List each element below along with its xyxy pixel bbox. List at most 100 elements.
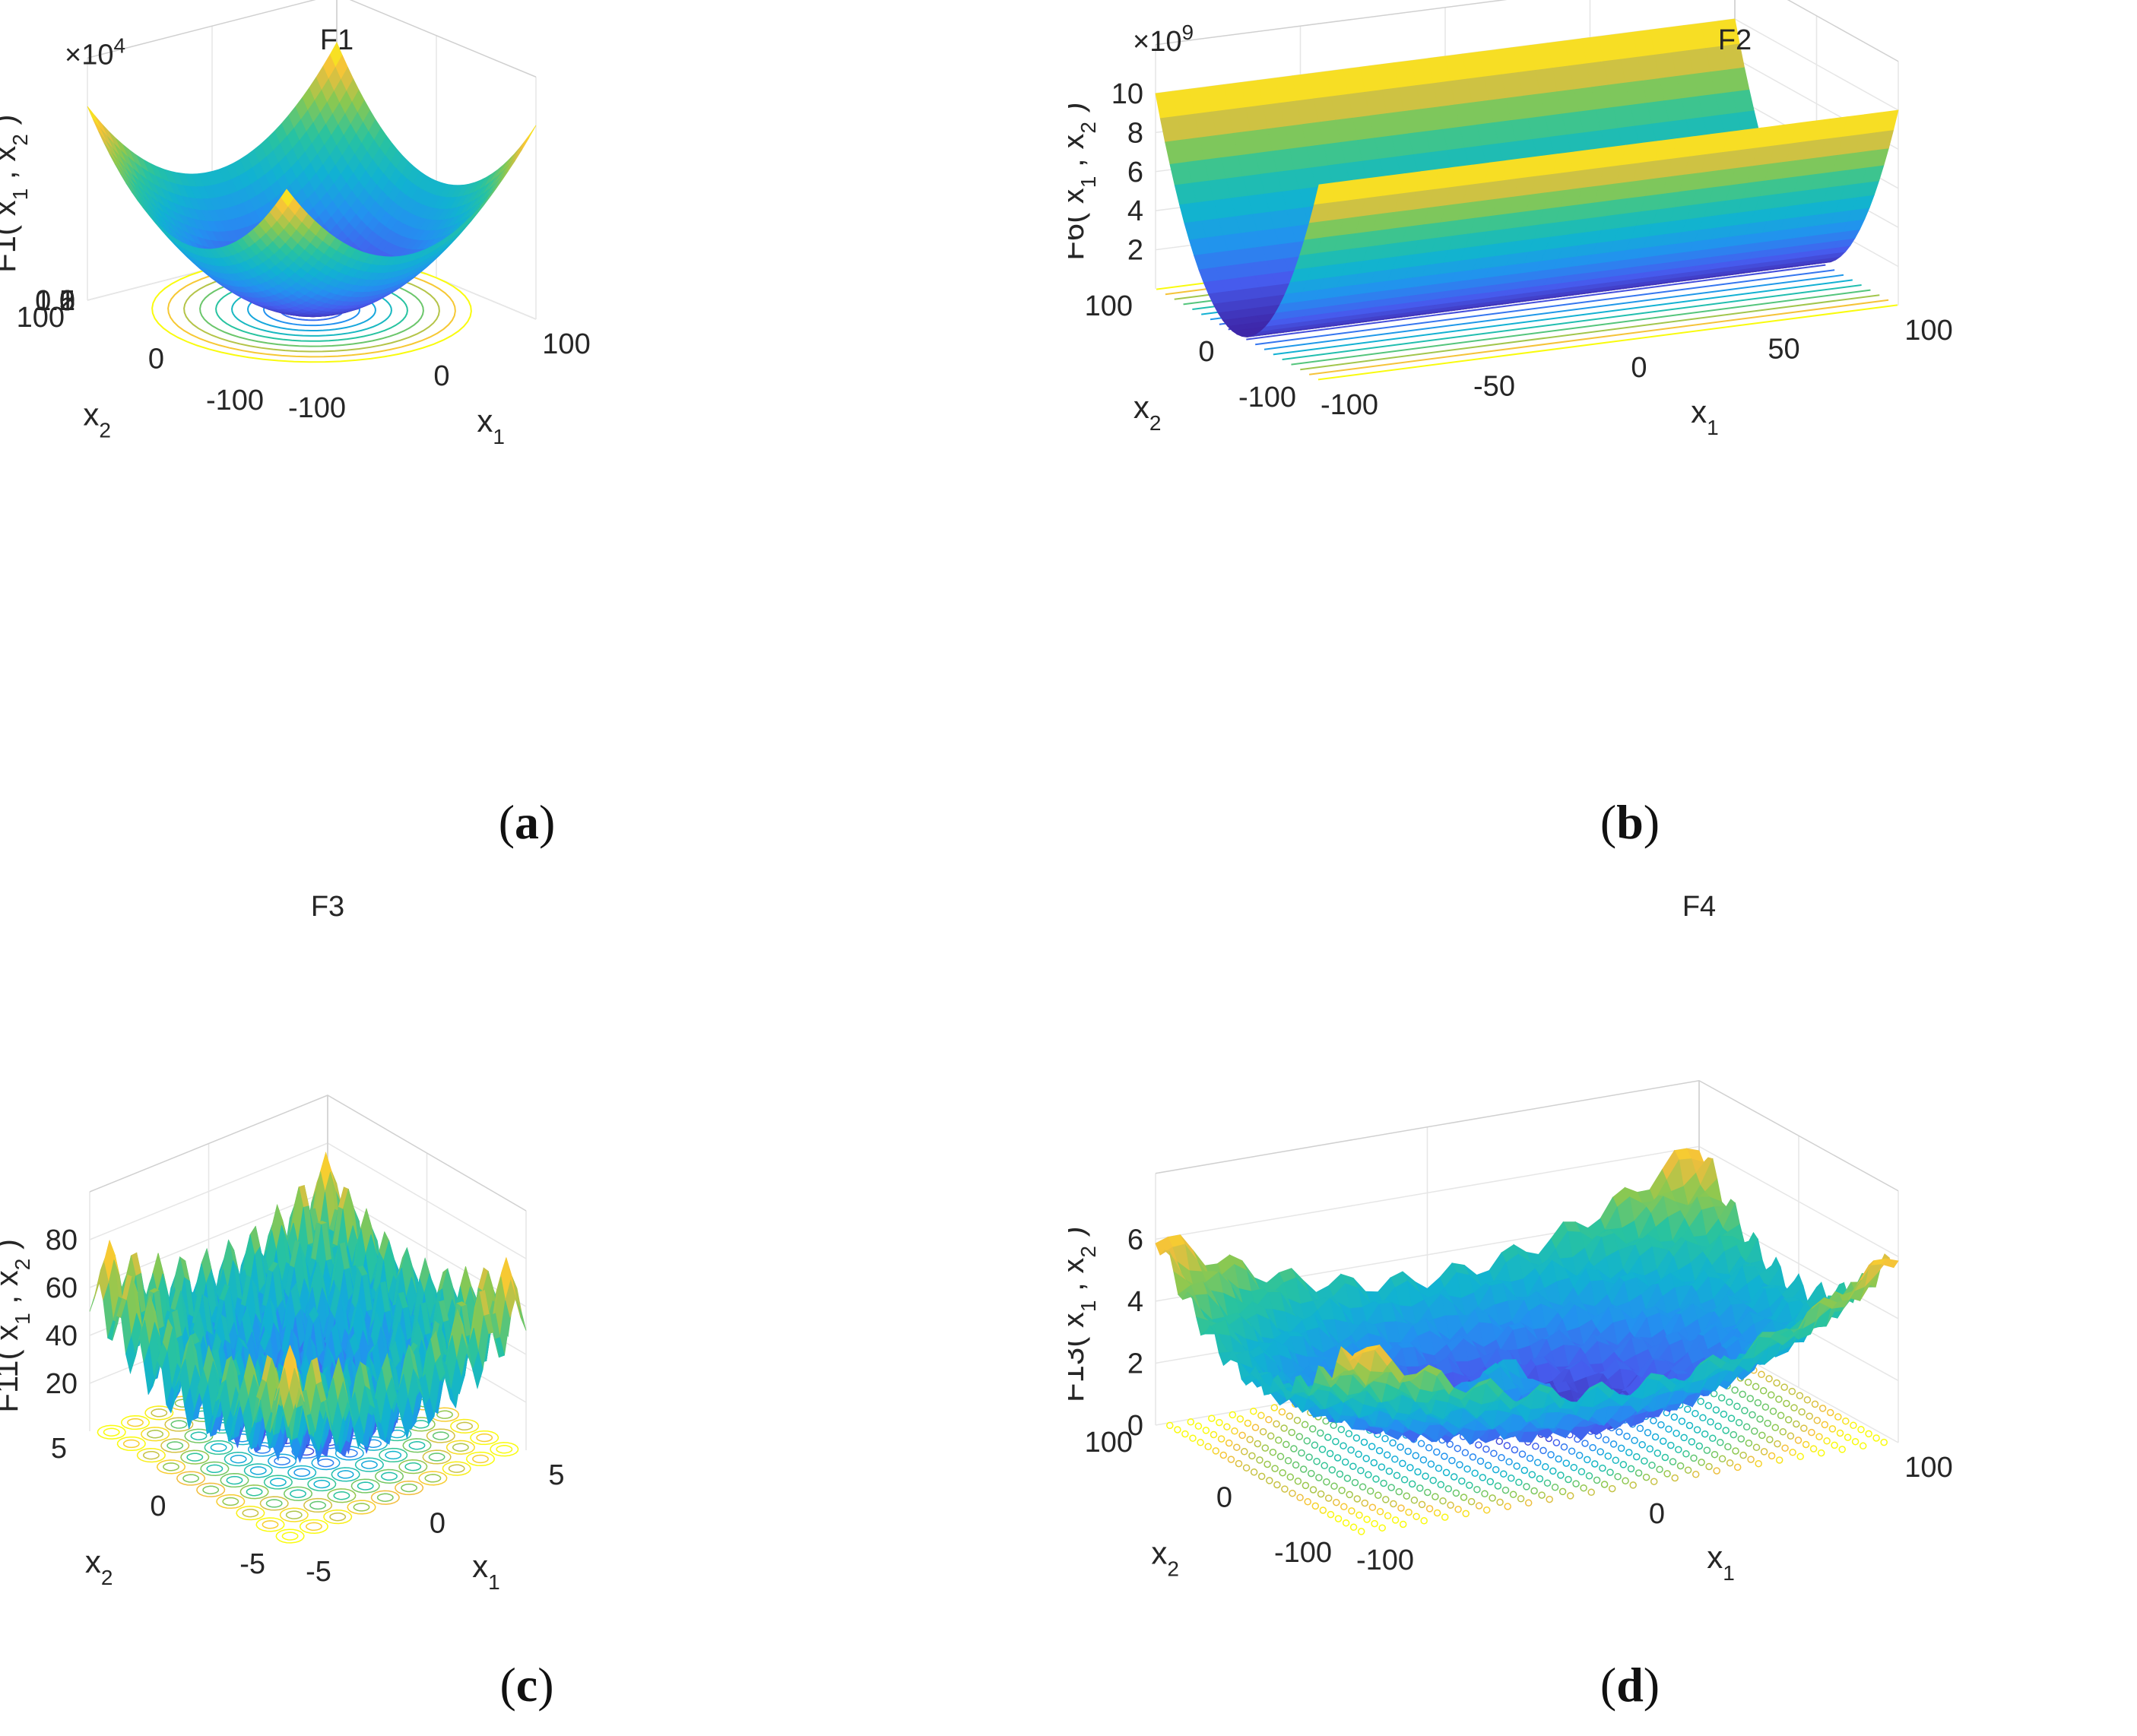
contour-dot bbox=[1422, 1472, 1429, 1480]
contour-dot bbox=[1395, 1487, 1403, 1496]
contour-line bbox=[472, 1454, 489, 1464]
contour-line bbox=[448, 1464, 465, 1473]
contour-dot bbox=[1319, 1506, 1327, 1514]
contour-dot bbox=[1413, 1513, 1420, 1520]
contour-line bbox=[333, 1491, 350, 1500]
contour-dot bbox=[1273, 1420, 1280, 1428]
contour-dot bbox=[1219, 1451, 1228, 1459]
contour-dot bbox=[1345, 1430, 1353, 1438]
surface-c bbox=[89, 1152, 527, 1463]
surface-patch bbox=[283, 1390, 294, 1428]
contour-dot bbox=[1441, 1513, 1449, 1521]
contour-line bbox=[242, 1508, 259, 1518]
contour-dot bbox=[1283, 1440, 1290, 1449]
contour-line bbox=[116, 1436, 146, 1452]
z-label-sub2: 2 bbox=[8, 134, 32, 146]
contour-dot bbox=[1194, 1422, 1203, 1430]
contour-dot bbox=[1330, 1421, 1337, 1429]
contour-line bbox=[141, 1427, 170, 1442]
contour-dot bbox=[1524, 1499, 1533, 1507]
contour-dot bbox=[1389, 1439, 1397, 1447]
contour-dot bbox=[1244, 1419, 1252, 1427]
z-tick-label: 6 bbox=[1127, 157, 1143, 188]
contour-line bbox=[144, 1405, 174, 1421]
contour-dot bbox=[1326, 1449, 1334, 1458]
contour-line bbox=[360, 1460, 378, 1469]
contour-dot bbox=[1349, 1523, 1358, 1532]
contour-dot bbox=[1362, 1455, 1370, 1462]
contour-dot bbox=[1189, 1434, 1197, 1442]
contour-line bbox=[283, 1486, 313, 1501]
contour-line bbox=[445, 1440, 475, 1455]
contour-dot bbox=[1393, 1471, 1401, 1479]
contour-line bbox=[331, 1467, 360, 1482]
contour-dot bbox=[1278, 1408, 1286, 1416]
contour-dot bbox=[1266, 1477, 1273, 1484]
contour-line bbox=[452, 1443, 469, 1452]
z-tick-label: 1.5 bbox=[35, 285, 75, 317]
contour-dot bbox=[1212, 1447, 1220, 1455]
contour-dot bbox=[1359, 1483, 1367, 1490]
contour-line bbox=[1300, 294, 1880, 371]
contour-dot bbox=[1246, 1436, 1254, 1443]
plot-title: F2 bbox=[1718, 24, 1752, 56]
contour-line bbox=[313, 1479, 331, 1489]
contour-dot bbox=[1290, 1445, 1298, 1452]
contour-dot bbox=[1420, 1517, 1428, 1525]
z-tick-label: 4 bbox=[1127, 195, 1143, 227]
x1-subscript: 1 bbox=[488, 1570, 500, 1594]
contour-line bbox=[97, 1424, 126, 1440]
contour-line bbox=[432, 1431, 449, 1440]
contour-line bbox=[182, 1474, 200, 1483]
z-axis-label: F1( x1 , x2 ) bbox=[0, 115, 32, 274]
contour-dot bbox=[1324, 1433, 1332, 1441]
contour-dot bbox=[1448, 1456, 1456, 1465]
contour-line bbox=[422, 1449, 452, 1465]
contour-line bbox=[122, 1439, 140, 1449]
contour-dot bbox=[1273, 1481, 1281, 1489]
contour-line bbox=[281, 1532, 299, 1541]
contour-dot bbox=[1412, 1452, 1420, 1459]
contour-line bbox=[147, 1430, 164, 1439]
contour-dot bbox=[1281, 1485, 1289, 1493]
z-label-end: ) bbox=[0, 115, 22, 135]
contour-dot bbox=[1382, 1496, 1390, 1503]
contour-line bbox=[287, 1465, 317, 1480]
contour-dot bbox=[1187, 1418, 1195, 1426]
contour-dot bbox=[1308, 1469, 1315, 1478]
contour-line bbox=[428, 1452, 445, 1462]
x1-tick-label: 50 bbox=[1768, 334, 1799, 366]
contour-dot bbox=[1271, 1465, 1279, 1472]
contour-line bbox=[156, 1459, 186, 1475]
contour-dot bbox=[1340, 1442, 1347, 1449]
contour-dot bbox=[1385, 1467, 1393, 1475]
x1-tick-label: -5 bbox=[306, 1556, 331, 1588]
contour-dot bbox=[1336, 1470, 1344, 1478]
contour-dot bbox=[1439, 1497, 1447, 1505]
x2-subscript: 2 bbox=[99, 418, 111, 442]
contour-dot bbox=[1279, 1468, 1286, 1477]
contour-dot bbox=[1454, 1506, 1462, 1513]
contour-line bbox=[103, 1427, 120, 1437]
contour-dot bbox=[1299, 1465, 1308, 1473]
contour-dot bbox=[1238, 1431, 1246, 1440]
contour-line bbox=[305, 1522, 322, 1532]
contour-line bbox=[357, 1481, 374, 1490]
gridline-z bbox=[1155, 1145, 1899, 1258]
contour-line bbox=[262, 1520, 279, 1529]
z-exponent-power: 9 bbox=[1181, 20, 1194, 43]
contour-line bbox=[259, 1496, 289, 1511]
x2-subscript: 2 bbox=[1149, 411, 1162, 435]
z-tick-label: 0 bbox=[59, 285, 75, 317]
contour-dot bbox=[1368, 1443, 1376, 1450]
contour-line bbox=[376, 1493, 394, 1502]
contour-line bbox=[268, 1453, 297, 1468]
x1-subscript: 1 bbox=[493, 424, 505, 448]
contour-dot bbox=[1366, 1487, 1374, 1495]
contour-dot bbox=[1419, 1456, 1428, 1464]
contour-line bbox=[354, 1457, 384, 1472]
contour-line bbox=[275, 1529, 305, 1544]
